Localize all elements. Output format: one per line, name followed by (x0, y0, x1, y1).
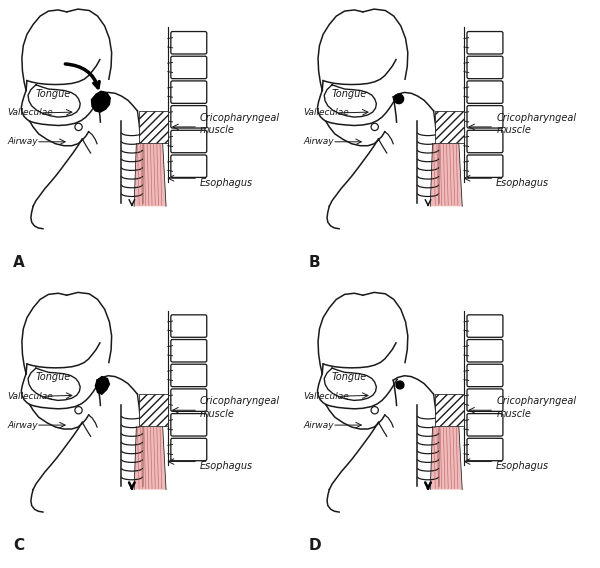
Text: Airway: Airway (304, 420, 334, 429)
FancyBboxPatch shape (171, 106, 207, 128)
Text: Esophagus: Esophagus (496, 178, 550, 188)
Polygon shape (324, 85, 376, 117)
Text: Airway: Airway (7, 420, 38, 429)
Polygon shape (436, 394, 464, 426)
Text: Tongue: Tongue (331, 89, 367, 99)
Text: D: D (309, 538, 322, 553)
FancyBboxPatch shape (467, 364, 503, 387)
Circle shape (396, 381, 404, 389)
FancyBboxPatch shape (171, 56, 207, 78)
FancyBboxPatch shape (171, 32, 207, 54)
Text: B: B (309, 255, 320, 270)
Text: Cricopharyngeal
muscle: Cricopharyngeal muscle (496, 113, 577, 135)
Polygon shape (91, 91, 110, 112)
FancyBboxPatch shape (171, 389, 207, 411)
Polygon shape (95, 377, 109, 394)
Circle shape (394, 94, 404, 103)
Text: Valleculae: Valleculae (304, 392, 349, 400)
Text: Cricopharyngeal
muscle: Cricopharyngeal muscle (200, 396, 280, 419)
Text: Tongue: Tongue (35, 89, 70, 99)
Text: Valleculae: Valleculae (7, 108, 53, 118)
Polygon shape (139, 111, 169, 143)
Text: Tongue: Tongue (35, 373, 70, 382)
Polygon shape (430, 427, 462, 490)
Polygon shape (324, 368, 376, 400)
Polygon shape (134, 144, 166, 206)
FancyBboxPatch shape (171, 414, 207, 436)
FancyBboxPatch shape (467, 81, 503, 103)
Polygon shape (28, 368, 80, 400)
Text: Cricopharyngeal
muscle: Cricopharyngeal muscle (200, 113, 280, 135)
FancyBboxPatch shape (467, 155, 503, 177)
Text: Valleculae: Valleculae (304, 108, 349, 118)
Text: C: C (13, 538, 24, 553)
FancyBboxPatch shape (171, 438, 207, 461)
Text: Valleculae: Valleculae (7, 392, 53, 400)
FancyBboxPatch shape (171, 315, 207, 337)
Text: Airway: Airway (7, 137, 38, 147)
Text: A: A (13, 255, 25, 270)
FancyBboxPatch shape (467, 56, 503, 78)
FancyBboxPatch shape (467, 315, 503, 337)
Polygon shape (430, 144, 462, 206)
FancyBboxPatch shape (467, 130, 503, 153)
FancyBboxPatch shape (171, 81, 207, 103)
Polygon shape (139, 394, 169, 426)
Text: Tongue: Tongue (331, 373, 367, 382)
FancyBboxPatch shape (171, 364, 207, 387)
FancyBboxPatch shape (467, 340, 503, 362)
Polygon shape (28, 85, 80, 117)
FancyBboxPatch shape (467, 32, 503, 54)
FancyBboxPatch shape (171, 155, 207, 177)
Text: Esophagus: Esophagus (200, 178, 253, 188)
Polygon shape (134, 427, 166, 490)
FancyBboxPatch shape (467, 414, 503, 436)
Text: Airway: Airway (304, 137, 334, 147)
Text: Esophagus: Esophagus (496, 461, 550, 471)
Text: Esophagus: Esophagus (200, 461, 253, 471)
FancyBboxPatch shape (467, 389, 503, 411)
FancyBboxPatch shape (467, 106, 503, 128)
FancyBboxPatch shape (171, 340, 207, 362)
FancyBboxPatch shape (467, 438, 503, 461)
Polygon shape (436, 111, 464, 143)
Text: Cricopharyngeal
muscle: Cricopharyngeal muscle (496, 396, 577, 419)
FancyBboxPatch shape (171, 130, 207, 153)
